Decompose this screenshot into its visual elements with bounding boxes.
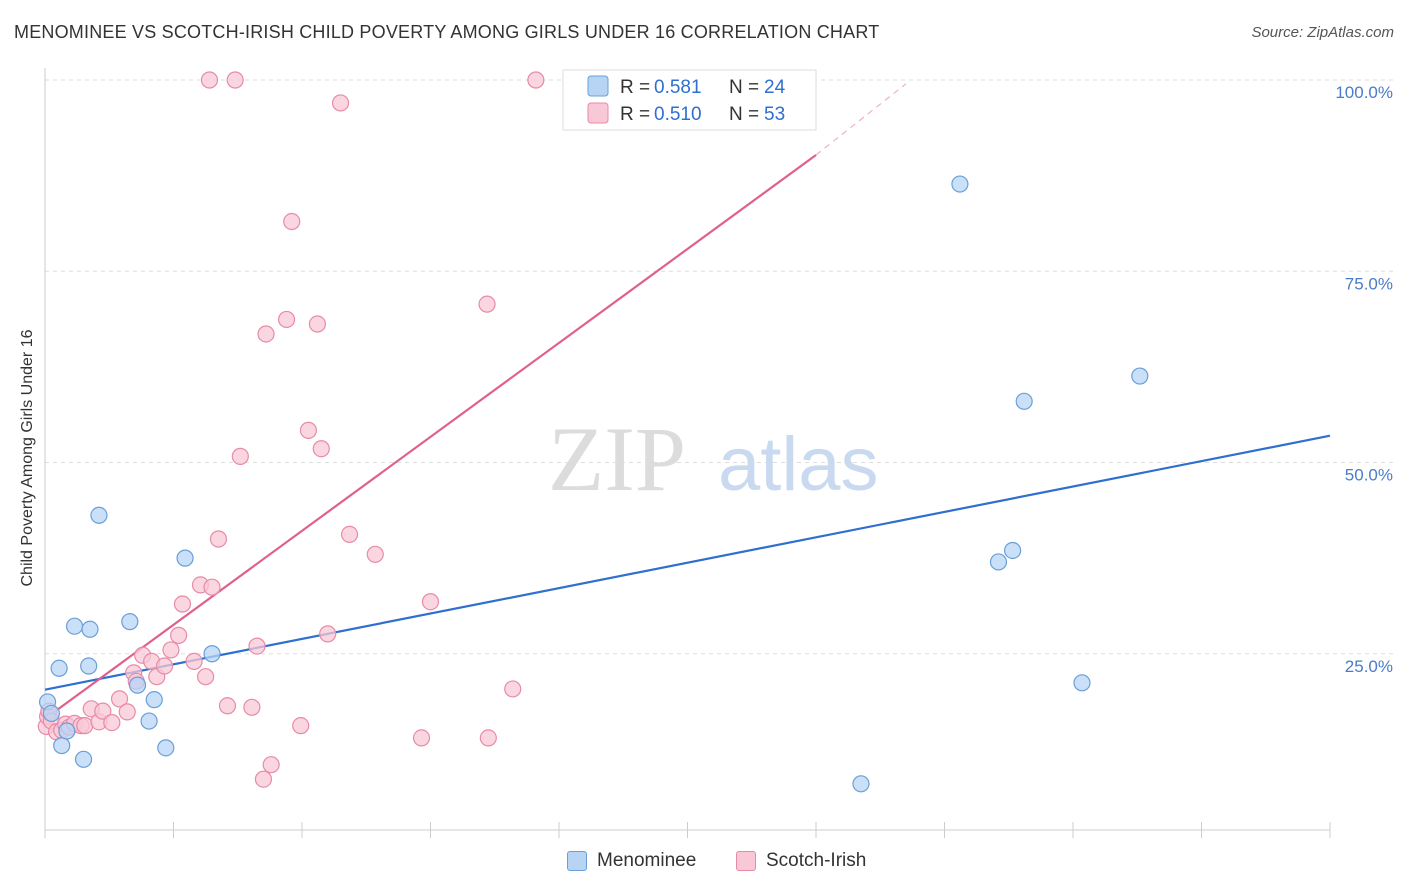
menominee-point — [203, 645, 221, 663]
menominee-trend-line — [44, 434, 1331, 691]
menominee-point — [176, 549, 194, 567]
y-tick-label: 100.0% — [1335, 83, 1393, 102]
legend-r-value: 0.510 — [654, 104, 702, 125]
source-label: Source: ZipAtlas.com — [1251, 24, 1394, 41]
menominee-point — [50, 659, 68, 677]
menominee-point — [128, 676, 147, 694]
scotch-irish-point — [340, 525, 359, 544]
scotch-irish-point — [254, 770, 273, 788]
scotch-irish-point — [312, 440, 330, 458]
menominee-point — [53, 736, 71, 755]
scotch-irish-point — [308, 315, 327, 333]
legend-n-value: 53 — [764, 104, 785, 125]
scotch-irish-point — [299, 421, 318, 439]
menominee-point — [951, 175, 969, 193]
scotch-irish-point — [209, 530, 228, 548]
menominee-point — [1131, 367, 1149, 385]
scotch-irish-point — [421, 593, 440, 611]
scotch-irish-point — [94, 702, 112, 720]
scotch-irish-point — [243, 698, 261, 716]
scotch-irish-point — [283, 212, 301, 231]
scatter-chart: ZIP atlas 25.0%50.0%75.0%100.0%0.0%100.0… — [37, 68, 1395, 838]
legend-swatch-scotch-irish — [736, 851, 756, 871]
menominee-point — [121, 613, 139, 631]
legend-box: R = 0.581 N = 24 R = 0.510 N = 53 — [562, 69, 817, 131]
menominee-point — [145, 691, 163, 709]
scotch-irish-point — [366, 545, 384, 563]
menominee-point — [42, 704, 61, 723]
legend-r-value: 0.581 — [654, 77, 702, 98]
legend-swatch-menominee — [587, 75, 609, 97]
scotch-irish-point — [155, 657, 174, 675]
legend-r-label: R = — [620, 77, 650, 98]
menominee-point — [74, 750, 93, 768]
scotch-irish-point — [226, 71, 244, 89]
scotch-irish-point — [231, 447, 249, 465]
scotch-irish-point — [319, 625, 337, 643]
scotch-irish-point — [331, 94, 350, 112]
menominee-point — [157, 739, 175, 757]
y-tick-label: 25.0% — [1345, 657, 1393, 676]
legend-label-scotch-irish: Scotch-Irish — [766, 850, 867, 871]
scotch-irish-point — [173, 595, 192, 613]
tick-labels: 25.0%50.0%75.0%100.0%0.0%100.0% — [1335, 83, 1393, 676]
legend-n-label: N = — [729, 77, 759, 98]
scotch-irish-point — [277, 310, 296, 329]
scotch-irish-point — [248, 637, 266, 655]
menominee-point — [1015, 392, 1033, 410]
scotch-irish-point — [103, 713, 121, 732]
legend-item-scotch-irish[interactable]: Scotch-Irish — [736, 850, 866, 872]
scotch-irish-point — [162, 641, 180, 659]
scotch-irish-point — [504, 680, 522, 698]
legend-swatch-menominee — [567, 851, 587, 871]
legend-swatch-scotch-irish — [587, 102, 609, 124]
watermark-zip: ZIP — [548, 408, 686, 510]
scotch-irish-point — [200, 71, 219, 89]
menominee-point — [58, 722, 76, 740]
legend-item-menominee[interactable]: Menominee — [567, 850, 696, 872]
y-tick-label: 50.0% — [1345, 466, 1393, 485]
scotch-irish-point — [110, 690, 129, 708]
bottom-legend: Menominee Scotch-Irish — [0, 850, 1406, 878]
points-layer — [37, 71, 1149, 793]
legend-n-value: 24 — [764, 77, 786, 98]
scotch-irish-trend-extension — [815, 83, 907, 156]
scotch-irish-point — [203, 578, 221, 596]
trend-layer — [44, 83, 1331, 720]
menominee-point — [852, 775, 870, 793]
watermark: ZIP atlas — [548, 408, 879, 510]
scotch-irish-point — [257, 325, 275, 343]
scotch-irish-point — [76, 717, 94, 735]
scotch-irish-point — [412, 729, 431, 747]
grid-layer — [45, 79, 1395, 655]
menominee-point — [1004, 541, 1022, 560]
scotch-irish-point — [527, 71, 545, 89]
menominee-point — [81, 620, 99, 638]
menominee-point — [90, 506, 108, 524]
scotch-irish-point — [118, 703, 136, 721]
legend-label-menominee: Menominee — [597, 850, 697, 871]
scotch-irish-point — [170, 626, 188, 644]
scotch-irish-point — [478, 295, 496, 313]
scotch-irish-point — [218, 697, 237, 715]
scotch-irish-trend-line — [44, 154, 817, 720]
y-tick-label: 75.0% — [1345, 274, 1393, 293]
scotch-irish-point — [479, 729, 497, 747]
menominee-point — [1073, 674, 1091, 692]
scotch-irish-point — [292, 717, 310, 735]
watermark-atlas: atlas — [718, 422, 879, 507]
legend-r-label: R = — [620, 104, 650, 125]
menominee-point — [989, 553, 1008, 571]
scotch-irish-point — [185, 652, 203, 671]
menominee-point — [65, 617, 84, 635]
chart-title: MENOMINEE VS SCOTCH-IRISH CHILD POVERTY … — [14, 22, 880, 42]
legend-n-label: N = — [729, 104, 759, 125]
scotch-irish-point — [262, 756, 280, 774]
scotch-irish-point — [197, 668, 215, 686]
menominee-point — [80, 657, 98, 675]
menominee-point — [140, 712, 158, 730]
